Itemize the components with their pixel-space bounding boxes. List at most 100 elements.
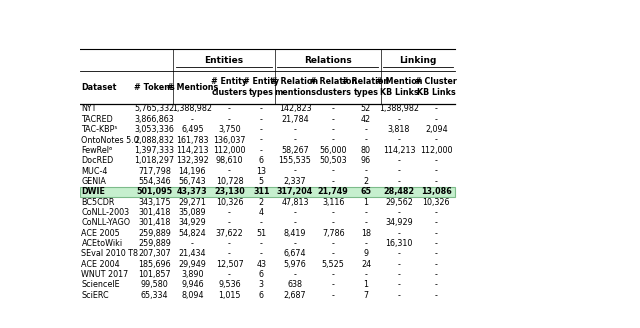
Text: 34,929: 34,929 xyxy=(179,218,206,227)
Text: KB Links: KB Links xyxy=(417,88,456,97)
Text: -: - xyxy=(397,135,401,145)
Text: 13,086: 13,086 xyxy=(421,187,452,196)
Text: 142,823: 142,823 xyxy=(278,104,311,113)
Text: 21,784: 21,784 xyxy=(281,115,309,124)
Text: # Entity: # Entity xyxy=(211,76,248,86)
Text: 10,326: 10,326 xyxy=(422,198,450,207)
Text: 185,696: 185,696 xyxy=(138,260,171,269)
Text: 638: 638 xyxy=(287,280,303,290)
Text: 7,786: 7,786 xyxy=(322,229,344,238)
Text: ACE 2004: ACE 2004 xyxy=(81,260,120,269)
Text: clusters: clusters xyxy=(212,88,248,97)
Text: -: - xyxy=(397,115,401,124)
Text: NYT: NYT xyxy=(81,104,97,113)
Text: 21,749: 21,749 xyxy=(318,187,349,196)
Text: -: - xyxy=(435,135,438,145)
Text: -: - xyxy=(228,270,231,279)
Text: 5,976: 5,976 xyxy=(284,260,307,269)
Text: 1,388,982: 1,388,982 xyxy=(379,104,419,113)
Text: 554,346: 554,346 xyxy=(138,177,171,186)
Text: 10,728: 10,728 xyxy=(216,177,243,186)
Text: -: - xyxy=(260,146,263,155)
Text: 317,204: 317,204 xyxy=(277,187,313,196)
Text: 96: 96 xyxy=(361,156,371,165)
Text: -: - xyxy=(228,239,231,248)
Text: 1,018,297: 1,018,297 xyxy=(134,156,175,165)
Text: -: - xyxy=(365,135,367,145)
Text: types: types xyxy=(353,88,378,97)
Text: -: - xyxy=(332,270,335,279)
Text: 1: 1 xyxy=(364,280,369,290)
Text: 13: 13 xyxy=(256,167,266,175)
Text: 10,326: 10,326 xyxy=(216,198,243,207)
Text: -: - xyxy=(332,177,335,186)
Text: 3,866,863: 3,866,863 xyxy=(134,115,174,124)
Text: 43,373: 43,373 xyxy=(177,187,207,196)
Text: 132,392: 132,392 xyxy=(176,156,209,165)
Text: ACE 2005: ACE 2005 xyxy=(81,229,120,238)
Text: FewRel⁶: FewRel⁶ xyxy=(81,146,113,155)
Text: Linking: Linking xyxy=(399,56,436,65)
Text: 58,267: 58,267 xyxy=(281,146,309,155)
Text: 35,089: 35,089 xyxy=(179,208,206,217)
Text: 717,798: 717,798 xyxy=(138,167,171,175)
Text: 114,213: 114,213 xyxy=(383,146,415,155)
Text: 9,536: 9,536 xyxy=(218,280,241,290)
Text: clusters: clusters xyxy=(316,88,351,97)
Text: SciERC: SciERC xyxy=(81,291,109,300)
Text: -: - xyxy=(294,239,296,248)
Text: 3,890: 3,890 xyxy=(181,270,204,279)
Text: 3,053,336: 3,053,336 xyxy=(134,125,174,134)
Text: 8,419: 8,419 xyxy=(284,229,307,238)
Text: 65: 65 xyxy=(360,187,371,196)
Text: -: - xyxy=(260,115,263,124)
Text: # Entity: # Entity xyxy=(243,76,279,86)
Text: -: - xyxy=(260,239,263,248)
Text: Dataset: Dataset xyxy=(81,83,117,92)
Text: -: - xyxy=(397,167,401,175)
Text: 54,824: 54,824 xyxy=(179,229,206,238)
Text: 42: 42 xyxy=(361,115,371,124)
Text: 136,037: 136,037 xyxy=(213,135,246,145)
Text: 6: 6 xyxy=(259,270,264,279)
Text: -: - xyxy=(294,167,296,175)
Text: # Mentions: # Mentions xyxy=(166,83,218,92)
Text: -: - xyxy=(397,270,401,279)
Bar xyxy=(80,187,456,197)
Text: 2: 2 xyxy=(364,177,369,186)
Text: 2,088,832: 2,088,832 xyxy=(134,135,174,145)
Text: -: - xyxy=(435,260,438,269)
Text: 24: 24 xyxy=(361,260,371,269)
Text: -: - xyxy=(332,280,335,290)
Text: TACRED: TACRED xyxy=(81,115,113,124)
Text: -: - xyxy=(260,249,263,258)
Text: 112,000: 112,000 xyxy=(420,146,452,155)
Text: OntoNotes 5.0: OntoNotes 5.0 xyxy=(81,135,140,145)
Text: 311: 311 xyxy=(253,187,269,196)
Text: -: - xyxy=(191,115,194,124)
Text: 9,946: 9,946 xyxy=(181,280,204,290)
Text: 161,783: 161,783 xyxy=(176,135,209,145)
Text: 101,857: 101,857 xyxy=(138,270,171,279)
Text: CoNLL-YAGO: CoNLL-YAGO xyxy=(81,218,131,227)
Text: # Relation: # Relation xyxy=(310,76,356,86)
Text: -: - xyxy=(332,208,335,217)
Text: 2: 2 xyxy=(259,198,264,207)
Text: -: - xyxy=(435,167,438,175)
Text: # Relation: # Relation xyxy=(342,76,390,86)
Text: -: - xyxy=(260,218,263,227)
Text: 28,482: 28,482 xyxy=(383,187,415,196)
Text: 18: 18 xyxy=(361,229,371,238)
Text: -: - xyxy=(435,291,438,300)
Text: 29,271: 29,271 xyxy=(179,198,206,207)
Text: -: - xyxy=(260,125,263,134)
Text: -: - xyxy=(435,249,438,258)
Text: 155,535: 155,535 xyxy=(278,156,312,165)
Text: 65,334: 65,334 xyxy=(141,291,168,300)
Text: 5,525: 5,525 xyxy=(322,260,345,269)
Text: -: - xyxy=(228,249,231,258)
Text: 501,095: 501,095 xyxy=(136,187,172,196)
Text: 8,094: 8,094 xyxy=(181,291,204,300)
Text: 6: 6 xyxy=(259,291,264,300)
Text: MUC-4: MUC-4 xyxy=(81,167,108,175)
